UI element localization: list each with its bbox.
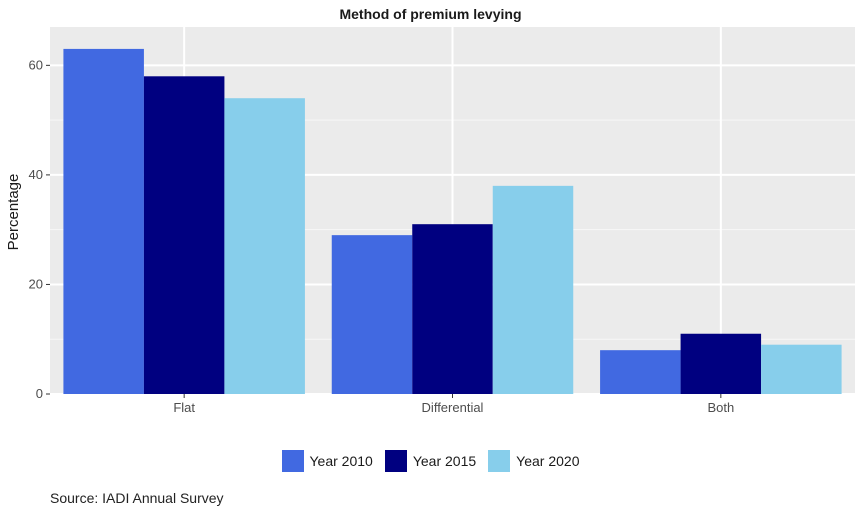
y-axis-title: Percentage bbox=[5, 174, 22, 251]
x-axis: Flat Differential Both bbox=[173, 394, 734, 415]
legend-swatch bbox=[384, 450, 407, 472]
x-tick-label: Both bbox=[707, 400, 734, 415]
bar-flat-year-2020 bbox=[224, 98, 305, 394]
legend-swatch bbox=[281, 450, 304, 472]
bar-both-year-2015 bbox=[680, 333, 762, 394]
x-tick-label: Flat bbox=[173, 400, 195, 415]
y-axis: 0 20 40 60 bbox=[29, 57, 50, 401]
bar-both-year-2020 bbox=[761, 344, 842, 394]
legend-item: Year 2015 bbox=[384, 450, 477, 472]
y-tick-label: 60 bbox=[29, 57, 43, 72]
x-tick-label: Differential bbox=[422, 400, 484, 415]
bars bbox=[63, 48, 842, 394]
y-tick-label: 40 bbox=[29, 167, 43, 182]
legend-item: Year 2010 bbox=[281, 450, 373, 472]
y-tick-label: 0 bbox=[36, 386, 43, 401]
source-note: Source: IADI Annual Survey bbox=[50, 490, 224, 506]
legend: Year 2010 Year 2015 Year 2020 bbox=[0, 450, 861, 472]
bar-both-year-2010 bbox=[600, 350, 681, 394]
legend-label: Year 2010 bbox=[309, 453, 373, 469]
y-tick-label: 20 bbox=[29, 276, 43, 291]
bar-flat-year-2015 bbox=[143, 76, 225, 394]
bar-differential-year-2015 bbox=[412, 224, 493, 394]
bar-differential-year-2010 bbox=[331, 235, 413, 394]
legend-label: Year 2020 bbox=[516, 453, 580, 469]
legend-label: Year 2015 bbox=[412, 453, 477, 469]
bar-differential-year-2020 bbox=[492, 185, 574, 394]
legend-item: Year 2020 bbox=[488, 450, 579, 472]
chart-title: Method of premium levying bbox=[339, 6, 522, 22]
bar-flat-year-2010 bbox=[63, 48, 144, 394]
legend-swatch bbox=[488, 450, 511, 472]
